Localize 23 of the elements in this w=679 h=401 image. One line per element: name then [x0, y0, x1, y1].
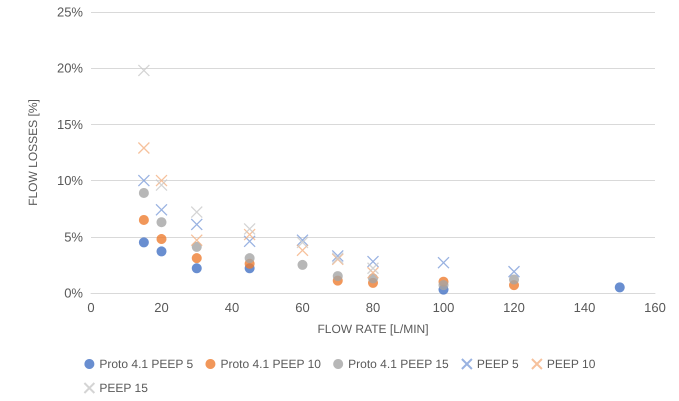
x-tick-label: 100 — [432, 300, 454, 315]
y-tick-label: 15% — [56, 116, 84, 132]
y-tick-label: 10% — [56, 173, 84, 188]
legend-label: Proto 4.1 PEEP 15 — [348, 357, 450, 371]
legend-label: PEEP 5 — [476, 357, 520, 371]
y-tick-label: 0% — [64, 286, 84, 300]
x-tick-label: 80 — [366, 300, 380, 315]
x-tick-label: 40 — [224, 300, 240, 315]
y-tick-label: 25% — [56, 4, 84, 20]
y-tick-label: 5% — [64, 229, 84, 244]
legend-label: Proto 4.1 PEEP 5 — [99, 357, 194, 371]
y-tick-label: 20% — [56, 60, 84, 76]
y-axis-title: FLOW LOSSES [%] — [26, 99, 40, 206]
x-tick-label: 120 — [503, 300, 525, 315]
x-tick-label: 60 — [295, 300, 310, 315]
x-axis-title: FLOW RATE [L/MIN] — [317, 322, 429, 336]
x-tick-label: 160 — [644, 300, 666, 315]
legend-label: PEEP 10 — [546, 357, 596, 371]
legend-label: PEEP 15 — [99, 381, 148, 395]
x-tick-label: 0 — [87, 300, 95, 315]
x-tick-label: 140 — [574, 300, 596, 315]
legend-label: Proto 4.1 PEEP 10 — [220, 357, 322, 371]
x-tick-label: 20 — [154, 300, 169, 315]
